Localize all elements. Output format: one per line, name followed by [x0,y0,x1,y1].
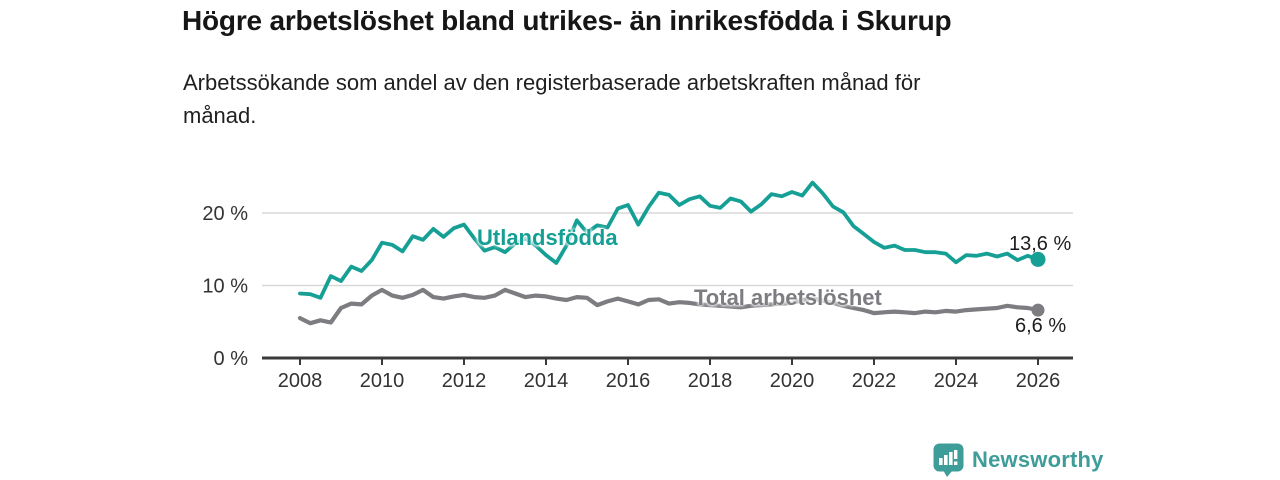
y-axis-tick-label: 20 % [202,203,248,225]
chart-subtitle: Arbetssökande som andel av den registerb… [183,66,1083,132]
x-axis-tick-label: 2022 [852,370,897,392]
x-axis-tick-label: 2012 [442,370,487,392]
newsworthy-brand: Newsworthy [933,443,1104,477]
y-axis-tick-label: 0 % [214,348,249,370]
series-line-total-arbetsloshet [297,287,1041,326]
newsworthy-logo-icon [933,443,964,477]
y-axis-tick-label: 10 % [202,276,248,298]
x-axis-tick-label: 2020 [770,370,815,392]
series-label-utlandsfodda: Utlandsfödda [477,225,618,250]
newsworthy-brand-text: Newsworthy [972,447,1104,472]
x-axis-tick-label: 2018 [688,370,733,392]
x-axis-tick-label: 2010 [360,370,405,392]
series-label-total-arbetsloshet: Total arbetslöshet [694,285,882,310]
x-axis-tick-label: 2026 [1016,370,1061,392]
x-axis-tick-label: 2014 [524,370,569,392]
series-end-dot-utlandsfodda [1030,251,1046,267]
end-value-label-total: 6,6 % [1015,315,1067,337]
series-end-dot-total-arbetsloshet [1031,303,1045,317]
chart-title: Högre arbetslöshet bland utrikes- än inr… [182,5,952,36]
x-axis-tick-label: 2008 [278,370,323,392]
subtitle-line-1: Arbetssökande som andel av den registerb… [183,70,921,95]
end-value-label-utlandsfodda: 13,6 % [1009,233,1072,255]
series-line-utlandsfodda [298,180,1040,300]
subtitle-line-2: månad. [183,103,257,128]
x-axis-tick-label: 2024 [934,370,979,392]
x-axis-tick-label: 2016 [606,370,651,392]
